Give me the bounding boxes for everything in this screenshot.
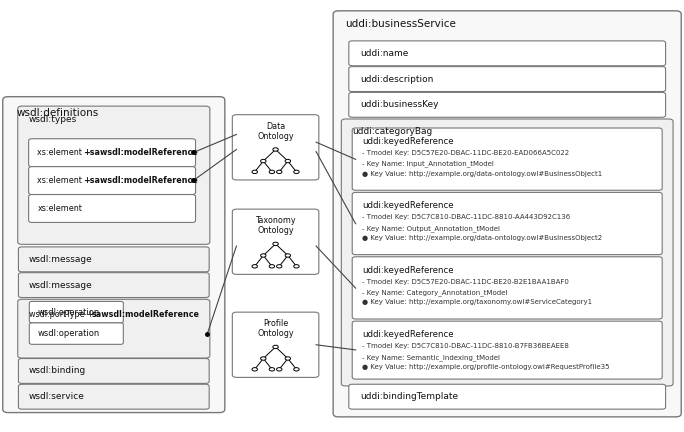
Circle shape xyxy=(293,368,299,371)
Circle shape xyxy=(273,242,278,246)
Circle shape xyxy=(269,265,274,268)
FancyBboxPatch shape xyxy=(233,209,319,274)
Text: Data
Ontology: Data Ontology xyxy=(257,121,294,141)
Text: Profile
Ontology: Profile Ontology xyxy=(257,319,294,338)
FancyBboxPatch shape xyxy=(233,115,319,180)
FancyBboxPatch shape xyxy=(349,92,666,117)
Text: - Tmodel Key: D5C7C810-DBAC-11DC-8810-B7FB36BEAEE8: - Tmodel Key: D5C7C810-DBAC-11DC-8810-B7… xyxy=(363,343,569,349)
Text: - Tmodel Key: D5C57E20-DBAC-11DC-BE20-EAD066A5C022: - Tmodel Key: D5C57E20-DBAC-11DC-BE20-EA… xyxy=(363,150,570,156)
FancyBboxPatch shape xyxy=(29,323,123,344)
Text: uddi:keyedReference: uddi:keyedReference xyxy=(363,266,454,275)
Text: xs:element: xs:element xyxy=(38,176,85,185)
FancyBboxPatch shape xyxy=(18,106,210,245)
Text: wsdl:binding: wsdl:binding xyxy=(29,366,86,375)
Text: xs:element: xs:element xyxy=(38,148,85,157)
Text: uddi:businessService: uddi:businessService xyxy=(345,19,456,29)
Text: ● Key Value: http://example.org/profile-ontology.owl#RequestProfile35: ● Key Value: http://example.org/profile-… xyxy=(363,364,610,370)
Circle shape xyxy=(269,170,274,174)
Text: wsdl:operation: wsdl:operation xyxy=(38,329,100,338)
FancyBboxPatch shape xyxy=(29,194,196,222)
FancyBboxPatch shape xyxy=(341,119,673,386)
Circle shape xyxy=(293,265,299,268)
FancyBboxPatch shape xyxy=(18,359,209,383)
FancyBboxPatch shape xyxy=(3,97,225,413)
Text: - Key Name: Output_Annotation_tModel: - Key Name: Output_Annotation_tModel xyxy=(363,225,501,232)
FancyBboxPatch shape xyxy=(18,299,210,358)
Text: - Key Name: Semantic_Indexing_tModel: - Key Name: Semantic_Indexing_tModel xyxy=(363,354,501,361)
FancyBboxPatch shape xyxy=(352,321,662,379)
Text: +sawsdl:modelReference: +sawsdl:modelReference xyxy=(83,148,198,157)
Circle shape xyxy=(261,357,266,360)
Text: wsdl:definitions: wsdl:definitions xyxy=(16,108,98,118)
FancyBboxPatch shape xyxy=(233,312,319,378)
Circle shape xyxy=(285,254,291,257)
Text: uddi:categoryBag: uddi:categoryBag xyxy=(352,127,432,136)
Text: uddi:keyedReference: uddi:keyedReference xyxy=(363,137,454,146)
FancyBboxPatch shape xyxy=(352,128,662,190)
Text: ● Key Value: http://example.org/data-ontology.owl#BusinessObject2: ● Key Value: http://example.org/data-ont… xyxy=(363,235,603,241)
Circle shape xyxy=(261,159,266,163)
Text: - Tmodel Key: D5C57E20-DBAC-11DC-BE20-B2E1BAA1BAF0: - Tmodel Key: D5C57E20-DBAC-11DC-BE20-B2… xyxy=(363,279,569,285)
Circle shape xyxy=(285,159,291,163)
Circle shape xyxy=(276,368,282,371)
Text: uddi:businessKey: uddi:businessKey xyxy=(360,100,439,109)
Text: uddi:name: uddi:name xyxy=(360,49,409,58)
Text: wsdl:message: wsdl:message xyxy=(29,281,92,289)
Text: uddi:keyedReference: uddi:keyedReference xyxy=(363,201,454,210)
FancyBboxPatch shape xyxy=(352,192,662,254)
Text: wsdl:service: wsdl:service xyxy=(29,392,85,401)
FancyBboxPatch shape xyxy=(333,11,681,417)
Circle shape xyxy=(276,170,282,174)
Text: uddi:description: uddi:description xyxy=(360,75,434,83)
Circle shape xyxy=(273,148,278,151)
Text: wsdl:portType +: wsdl:portType + xyxy=(29,310,96,318)
Text: wsdl:message: wsdl:message xyxy=(29,255,92,264)
Text: uddi:bindingTemplate: uddi:bindingTemplate xyxy=(360,392,458,401)
Text: ● Key Value: http://example.org/data-ontology.owl#BusinessObject1: ● Key Value: http://example.org/data-ont… xyxy=(363,171,603,177)
Text: - Tmodel Key: D5C7C810-DBAC-11DC-8810-AA443D92C136: - Tmodel Key: D5C7C810-DBAC-11DC-8810-AA… xyxy=(363,214,570,220)
FancyBboxPatch shape xyxy=(18,247,209,272)
Text: wsdl:operation: wsdl:operation xyxy=(38,308,100,317)
Circle shape xyxy=(252,170,257,174)
Text: +sawsdl:modelReference: +sawsdl:modelReference xyxy=(83,176,198,185)
Circle shape xyxy=(261,254,266,257)
FancyBboxPatch shape xyxy=(29,302,123,323)
Circle shape xyxy=(285,357,291,360)
Circle shape xyxy=(252,368,257,371)
FancyBboxPatch shape xyxy=(18,384,209,409)
FancyBboxPatch shape xyxy=(349,67,666,92)
Text: wsdl:types: wsdl:types xyxy=(29,115,77,124)
Text: - Key Name: Category_Annotation_tModel: - Key Name: Category_Annotation_tModel xyxy=(363,289,508,296)
Text: sawsdl:modelReference: sawsdl:modelReference xyxy=(92,310,200,318)
Text: Taxonomy
Ontology: Taxonomy Ontology xyxy=(255,216,296,235)
Circle shape xyxy=(252,265,257,268)
FancyBboxPatch shape xyxy=(29,139,196,167)
FancyBboxPatch shape xyxy=(352,257,662,319)
Text: - Key Name: Input_Annotation_tModel: - Key Name: Input_Annotation_tModel xyxy=(363,161,495,167)
Text: xs:element: xs:element xyxy=(38,204,82,213)
Circle shape xyxy=(293,170,299,174)
Circle shape xyxy=(276,265,282,268)
Text: ● Key Value: http://example.org/taxonomy.owl#ServiceCategory1: ● Key Value: http://example.org/taxonomy… xyxy=(363,299,592,305)
FancyBboxPatch shape xyxy=(29,167,196,194)
Circle shape xyxy=(269,368,274,371)
FancyBboxPatch shape xyxy=(349,41,666,66)
FancyBboxPatch shape xyxy=(18,273,209,298)
FancyBboxPatch shape xyxy=(349,384,666,409)
Circle shape xyxy=(273,345,278,349)
Text: uddi:keyedReference: uddi:keyedReference xyxy=(363,330,454,339)
